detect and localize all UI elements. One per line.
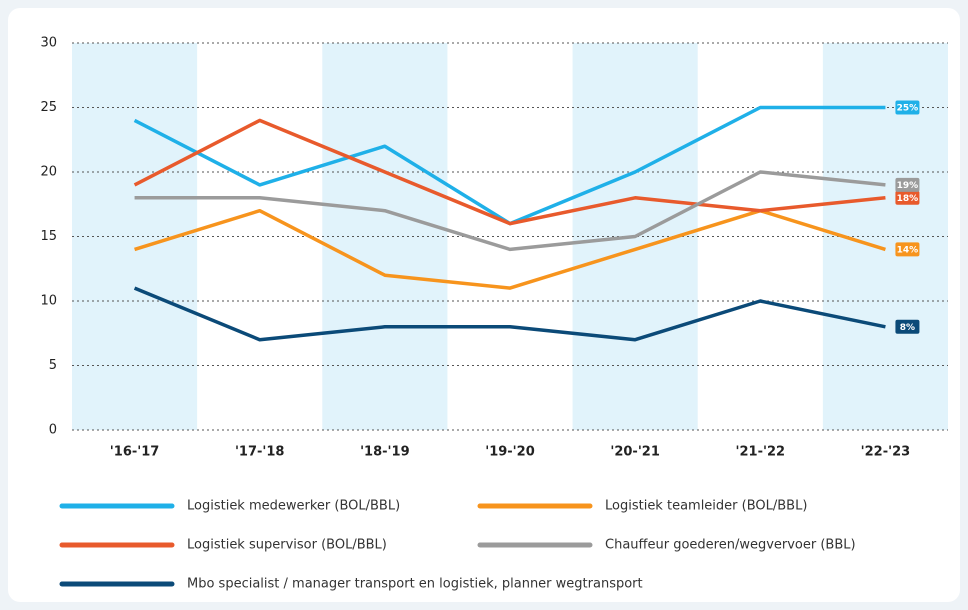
value-label-box	[895, 190, 920, 205]
y-tick-label: 5	[49, 358, 57, 373]
legend-label: Logistiek teamleider (BOL/BBL)	[605, 499, 807, 514]
legend-label: Mbo specialist / manager transport en lo…	[187, 577, 643, 592]
value-label: 25%	[897, 104, 919, 114]
value-label-box	[895, 242, 920, 257]
value-label: 18%	[897, 194, 919, 204]
legend-label: Chauffeur goederen/wegvervoer (BBL)	[605, 538, 856, 553]
y-tick-label: 0	[49, 423, 57, 438]
x-tick-label: '21-'22	[736, 445, 786, 460]
y-tick-label: 25	[40, 100, 57, 115]
value-label-box	[895, 177, 920, 192]
legend-label: Logistiek supervisor (BOL/BBL)	[187, 538, 387, 553]
y-tick-label: 30	[40, 36, 57, 51]
y-tick-label: 20	[40, 165, 57, 180]
x-tick-label: '19-'20	[485, 445, 535, 460]
x-tick-label: '18-'19	[360, 445, 410, 460]
series-line	[133, 286, 886, 342]
x-tick-label: '16-'17	[110, 445, 160, 460]
legend-label: Logistiek medewerker (BOL/BBL)	[187, 499, 400, 514]
value-label: 19%	[897, 181, 919, 191]
value-label: 14%	[897, 245, 919, 255]
value-label-box	[895, 319, 920, 334]
x-tick-label: '20-'21	[610, 445, 660, 460]
x-tick-label: '22-'23	[861, 445, 911, 460]
y-tick-label: 15	[40, 229, 57, 244]
value-label: 8%	[900, 323, 915, 333]
series-line	[134, 170, 886, 252]
y-tick-label: 10	[40, 294, 57, 309]
card	[8, 8, 960, 602]
value-label-box	[895, 100, 920, 115]
x-tick-label: '17-'18	[235, 445, 285, 460]
series-line	[133, 118, 886, 226]
